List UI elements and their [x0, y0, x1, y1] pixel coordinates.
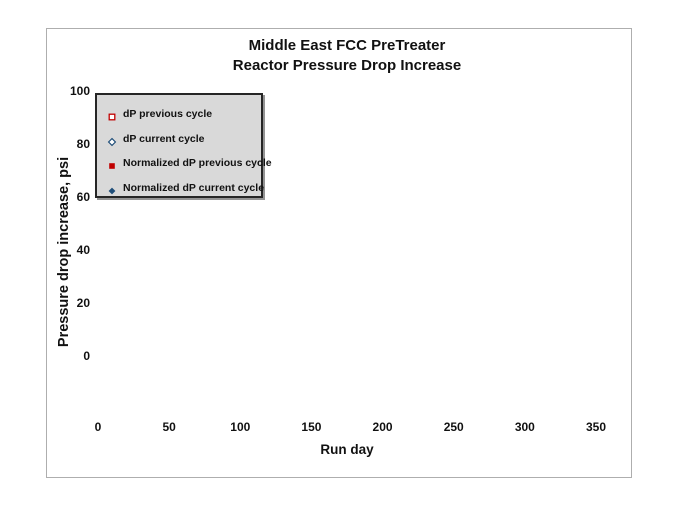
y-tick-label: 100: [69, 84, 90, 98]
x-tick-label: 0: [94, 420, 102, 434]
x-tick-label: 350: [585, 420, 607, 434]
legend-item-label: dP current cycle: [123, 132, 205, 145]
legend-item-label: dP previous cycle: [123, 108, 213, 121]
x-tick-label: 250: [443, 420, 464, 434]
x-tick-label: 200: [372, 420, 393, 434]
filled-square-marker-icon: [107, 158, 117, 170]
chart-title-line1: Middle East FCC PreTreater: [248, 37, 446, 54]
y-tick-label: 20: [76, 295, 90, 310]
legend-item: dP previous cycle: [107, 102, 257, 127]
legend: dP previous cycle dP current cycle Norma…: [95, 93, 272, 201]
legend-item-label: Normalized dP previous cycle: [123, 157, 272, 170]
legend-item: Normalized dP current cycle: [107, 176, 264, 201]
open-diamond-marker-icon: [107, 134, 117, 146]
x-tick-label: 100: [230, 420, 251, 434]
x-tick-label: 300: [514, 420, 535, 434]
y-tick-label: 60: [76, 189, 90, 204]
legend-item-label: Normalized dP current cycle: [123, 181, 265, 194]
legend-item: dP current cycle: [107, 127, 257, 152]
y-tick-label: 0: [83, 348, 90, 363]
x-axis-title: Run day: [320, 442, 374, 457]
x-tick-label: 150: [301, 420, 322, 434]
open-square-marker-icon: [107, 109, 117, 121]
y-tick-label: 40: [76, 242, 90, 257]
filled-diamond-marker-icon: [107, 183, 117, 195]
legend-item: Normalized dP previous cycle: [107, 151, 272, 176]
y-tick-label: 80: [76, 136, 90, 151]
x-tick-label: 50: [162, 420, 176, 434]
chart-title-line2: Reactor Pressure Drop Increase: [232, 57, 462, 74]
